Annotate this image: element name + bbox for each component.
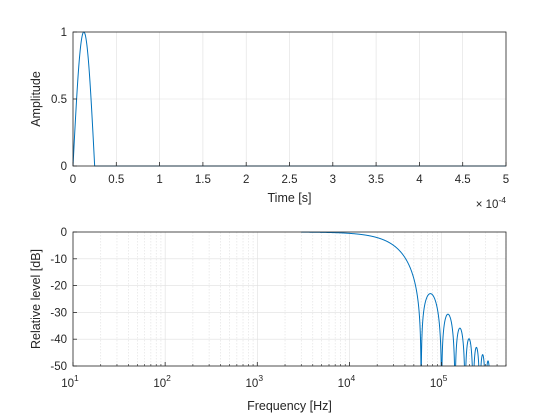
time-axes: 0 0.5 1 1.5 2 2.5 3 3.5 4 4.5 5 0 0.5 1 Time [s] Ampl… <box>29 27 509 211</box>
time-y-tick-label: 0 <box>61 161 67 173</box>
multiplier-exponent: -4 <box>498 195 506 205</box>
frequency-y-tick-label: -50 <box>50 361 67 373</box>
tick-exponent: 5 <box>443 373 448 383</box>
tick-exponent: 1 <box>74 373 79 383</box>
tick-base: 10 <box>338 378 351 390</box>
frequency-x-axis-label: Frequency [Hz] <box>247 399 332 413</box>
time-x-multiplier: × 10-4 <box>476 195 507 211</box>
time-y-tick-label: 1 <box>61 27 67 39</box>
frequency-response-line <box>301 231 490 367</box>
time-y-axis-label: Amplitude <box>29 71 43 127</box>
frequency-y-tick-label: 0 <box>61 227 67 239</box>
frequency-x-tick-label: 105 <box>430 373 448 390</box>
time-x-tick-label: 1.5 <box>195 174 211 186</box>
time-x-tick-label: 0.5 <box>108 174 124 186</box>
time-x-tick-label: 5 <box>503 174 509 186</box>
tick-base: 10 <box>61 378 74 390</box>
time-x-tick-label: 4.5 <box>455 174 471 186</box>
multiplier-base: × 10 <box>476 199 499 211</box>
time-y-tick-label: 0.5 <box>51 94 67 106</box>
frequency-y-tick-label: -10 <box>50 254 67 266</box>
time-x-axis-label: Time [s] <box>268 191 312 205</box>
tick-exponent: 3 <box>258 373 263 383</box>
time-x-tick-label: 4 <box>416 174 423 186</box>
time-x-tick-label: 3 <box>330 174 336 186</box>
tick-exponent: 2 <box>166 373 171 383</box>
time-x-tick-label: 1 <box>156 174 162 186</box>
frequency-axes-box <box>72 231 507 367</box>
frequency-x-tick-label: 104 <box>338 373 356 390</box>
frequency-y-tick-label: -30 <box>50 307 67 319</box>
time-ticks: 0 0.5 1 1.5 2 2.5 3 3.5 4 4.5 5 0 0.5 1 <box>51 27 509 186</box>
tick-base: 10 <box>153 378 166 390</box>
tick-base: 10 <box>246 378 259 390</box>
time-grid <box>72 31 507 167</box>
frequency-y-tick-label: -40 <box>50 334 67 346</box>
time-x-tick-label: 2 <box>243 174 249 186</box>
time-x-tick-label: 3.5 <box>368 174 384 186</box>
tick-exponent: 4 <box>350 373 355 383</box>
tick-base: 10 <box>430 378 443 390</box>
frequency-y-axis-label: Relative level [dB] <box>29 249 43 349</box>
frequency-y-tick-label: -20 <box>50 281 67 293</box>
time-x-tick-label: 0 <box>70 174 76 186</box>
frequency-x-tick-label: 102 <box>153 373 171 390</box>
frequency-x-tick-label: 103 <box>246 373 264 390</box>
frequency-x-tick-label: 101 <box>61 373 79 390</box>
time-x-tick-label: 2.5 <box>282 174 298 186</box>
